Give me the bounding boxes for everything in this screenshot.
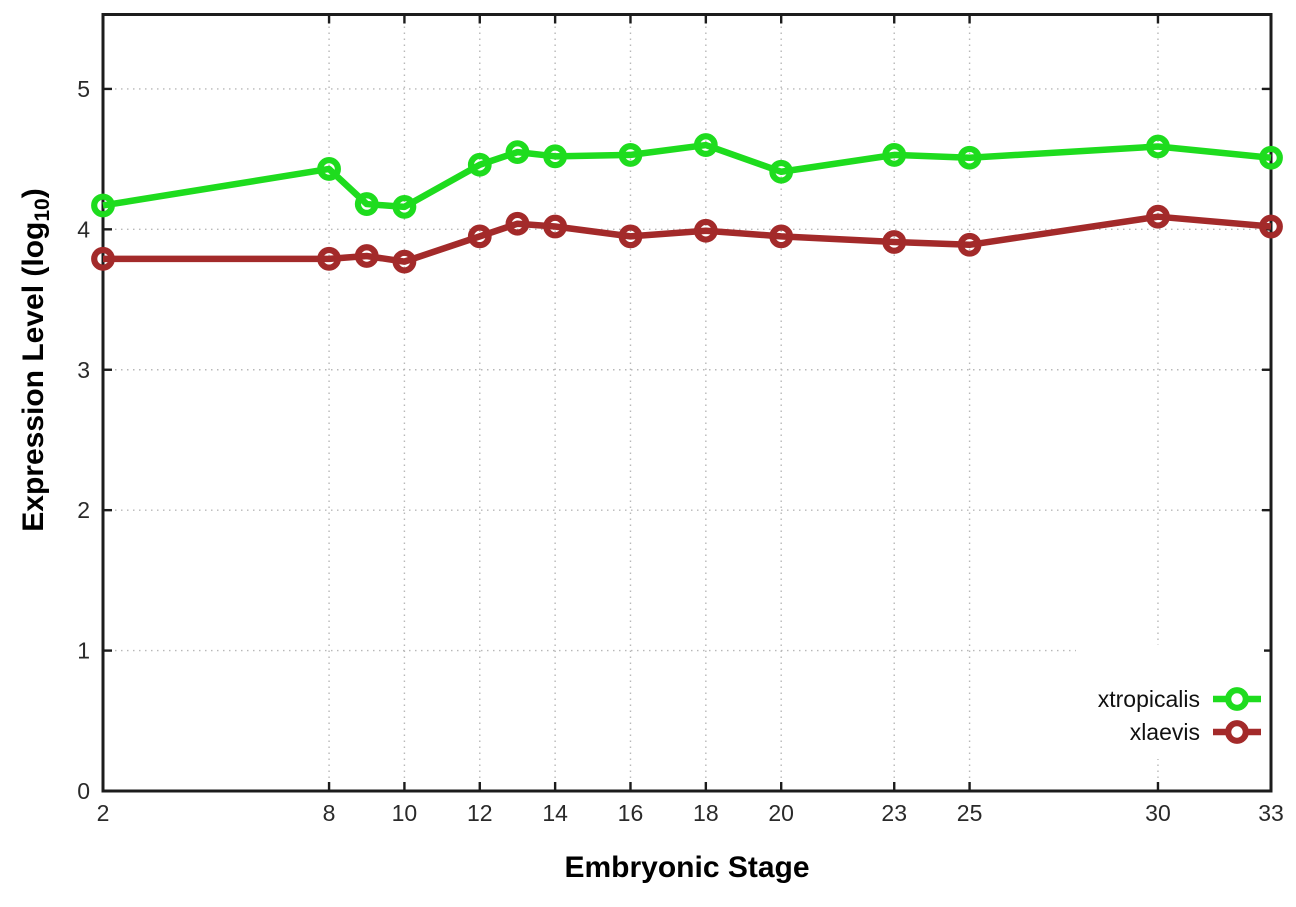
legend-label: xtropicalis <box>1097 686 1200 712</box>
y-tick-label: 5 <box>77 76 90 102</box>
y-tick-label: 2 <box>77 497 90 523</box>
data-point-xlaevis-stage-2 <box>91 246 115 271</box>
data-point-xlaevis-stage-12 <box>467 224 492 249</box>
data-point-xtropicalis-stage-20 <box>769 159 794 184</box>
data-point-xtropicalis-stage-16 <box>618 143 643 167</box>
y-tick-label: 1 <box>77 638 90 664</box>
xtropicalis-marker-icon <box>1213 687 1261 711</box>
x-tick-label: 25 <box>957 800 983 826</box>
data-point-xtropicalis-stage-23 <box>882 143 907 167</box>
data-point-xlaevis-stage-9 <box>354 244 379 268</box>
x-tick-label: 12 <box>467 800 493 826</box>
x-tick-label: 10 <box>392 800 418 826</box>
data-point-xlaevis-stage-25 <box>957 232 982 257</box>
x-tick-label: 8 <box>323 800 336 826</box>
data-point-xtropicalis-stage-10 <box>392 194 417 219</box>
data-point-xlaevis-stage-18 <box>693 218 718 243</box>
y-axis-title-subscript: 10 <box>30 198 54 222</box>
x-tick-label: 33 <box>1258 800 1284 826</box>
y-axis-title-suffix: ) <box>17 188 51 199</box>
x-tick-label: 2 <box>97 800 110 826</box>
y-tick-label: 4 <box>77 216 90 242</box>
data-point-xlaevis-stage-33 <box>1259 214 1283 239</box>
data-point-xtropicalis-stage-13 <box>505 140 530 165</box>
data-point-xlaevis-stage-14 <box>543 214 568 239</box>
data-point-xtropicalis-stage-12 <box>467 152 492 177</box>
y-tick-label: 3 <box>77 357 90 383</box>
data-point-xtropicalis-stage-25 <box>957 145 982 170</box>
y-axis-title: Expression Level (log10) <box>17 188 55 531</box>
xlaevis-marker-icon <box>1213 720 1261 744</box>
data-point-xlaevis-stage-20 <box>769 224 794 249</box>
series-line-xtropicalis <box>102 141 1272 211</box>
data-point-xtropicalis-stage-30 <box>1146 134 1170 159</box>
data-point-xlaevis-stage-10 <box>392 249 417 274</box>
legend-entry-xlaevis: xlaevis <box>1130 717 1264 747</box>
data-point-xlaevis-stage-30 <box>1146 204 1170 229</box>
x-tick-label: 14 <box>542 800 568 826</box>
x-tick-label: 18 <box>693 800 719 826</box>
x-tick-label: 20 <box>768 800 794 826</box>
data-point-xlaevis-stage-16 <box>618 224 643 249</box>
plot-border <box>101 13 1273 793</box>
y-axis-title-text: Expression Level (log <box>17 221 51 532</box>
legend-entry-xtropicalis: xtropicalis <box>1098 684 1264 714</box>
data-point-xtropicalis-stage-9 <box>354 192 379 216</box>
data-point-xtropicalis-stage-2 <box>91 193 115 218</box>
series-line-xlaevis <box>103 213 1272 265</box>
y-tick-label: 0 <box>77 778 90 804</box>
legend-label: xlaevis <box>1129 719 1200 745</box>
x-axis-title: Embryonic Stage <box>564 851 810 884</box>
data-point-xtropicalis-stage-33 <box>1259 145 1283 170</box>
x-tick-label: 16 <box>618 800 644 826</box>
data-point-xlaevis-stage-8 <box>317 246 341 271</box>
legend: xtropicalis xlaevis <box>1075 645 1264 759</box>
data-point-xlaevis-stage-13 <box>505 211 530 236</box>
data-point-xtropicalis-stage-18 <box>693 133 718 157</box>
x-tick-label: 23 <box>881 800 907 826</box>
data-point-xtropicalis-stage-14 <box>543 144 568 169</box>
data-point-xtropicalis-stage-8 <box>317 157 341 181</box>
data-point-xlaevis-stage-23 <box>882 230 907 254</box>
x-tick-label: 30 <box>1145 800 1171 826</box>
